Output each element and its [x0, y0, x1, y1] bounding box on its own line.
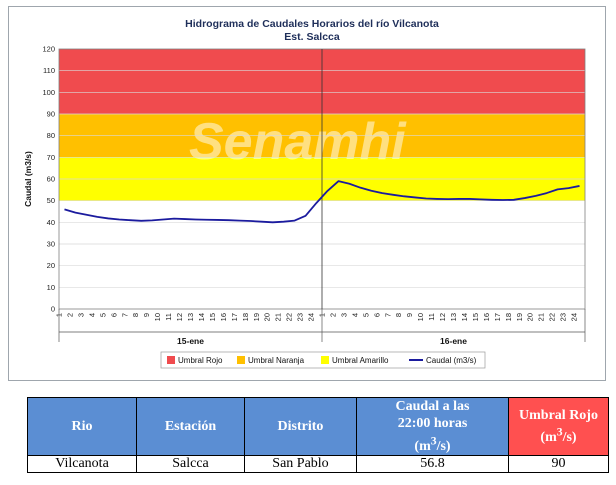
- x-tick-label-15-ene-9: 9: [142, 313, 151, 317]
- x-tick-label-16-ene-18: 18: [504, 313, 513, 321]
- x-tick-label-15-ene-12: 12: [175, 313, 184, 321]
- y-tick-label-50: 50: [47, 196, 55, 205]
- legend-swatch-umbral-amarillo: [321, 356, 329, 364]
- y-tick-label-110: 110: [43, 66, 55, 75]
- y-tick-label-60: 60: [47, 175, 55, 184]
- x-tick-label-15-ene-4: 4: [87, 313, 96, 317]
- x-tick-label-15-ene-11: 11: [164, 313, 173, 321]
- chart-title: Hidrograma de Caudales Horarios del río …: [185, 18, 439, 30]
- legend-swatch-umbral-rojo: [167, 356, 175, 364]
- y-tick-label-10: 10: [47, 283, 55, 292]
- y-axis-label: Caudal (m3/s): [23, 151, 33, 207]
- x-tick-label-16-ene-7: 7: [383, 313, 392, 317]
- x-tick-label-16-ene-12: 12: [438, 313, 447, 321]
- x-tick-label-16-ene-23: 23: [559, 313, 568, 321]
- y-tick-label-120: 120: [42, 45, 55, 54]
- table-header-row: Rio Estación Distrito Caudal a las 22:00 …: [27, 397, 609, 456]
- legend-swatch-umbral-naranja: [237, 356, 245, 364]
- x-axis-day-label-16-ene: 16-ene: [440, 336, 467, 346]
- x-tick-label-15-ene-5: 5: [98, 313, 107, 317]
- x-tick-label-15-ene-19: 19: [252, 313, 261, 321]
- x-tick-label-16-ene-22: 22: [548, 313, 557, 321]
- flow-summary-table: Rio Estación Distrito Caudal a las 22:00 …: [27, 397, 609, 473]
- x-tick-label-16-ene-10: 10: [416, 313, 425, 321]
- legend-label-umbral-naranja: Umbral Naranja: [248, 356, 305, 365]
- x-tick-label-15-ene-10: 10: [153, 313, 162, 321]
- header-caudal-label: Caudal a las 22:00 horas (m3/s): [395, 399, 470, 454]
- watermark-senamhi: Senamhi: [189, 113, 407, 171]
- x-tick-label-16-ene-21: 21: [537, 313, 546, 321]
- x-tick-label-15-ene-20: 20: [263, 313, 272, 321]
- x-tick-label-16-ene-8: 8: [394, 313, 403, 317]
- x-tick-label-16-ene-14: 14: [460, 313, 469, 321]
- header-caudal: Caudal a las 22:00 horas (m3/s): [356, 397, 509, 456]
- x-tick-label-16-ene-3: 3: [339, 313, 348, 317]
- x-tick-label-15-ene-2: 2: [65, 313, 74, 317]
- y-tick-label-80: 80: [47, 131, 55, 140]
- x-tick-label-15-ene-24: 24: [307, 313, 316, 321]
- chart-subtitle: Est. Salcca: [284, 31, 340, 43]
- cell-caudal: 56.8: [356, 454, 509, 473]
- y-tick-label-70: 70: [47, 153, 55, 162]
- x-tick-label-16-ene-9: 9: [405, 313, 414, 317]
- x-tick-label-15-ene-14: 14: [197, 313, 206, 321]
- chart-frame: Hidrograma de Caudales Horarios del río …: [8, 6, 606, 381]
- table-row: Vilcanota Salcca San Pablo 56.8 90: [27, 454, 609, 473]
- x-tick-label-16-ene-16: 16: [482, 313, 491, 321]
- y-tick-label-40: 40: [47, 218, 55, 227]
- y-tick-label-0: 0: [51, 305, 55, 314]
- legend-label-caudal-m3-s: Caudal (m3/s): [426, 356, 477, 365]
- y-tick-label-100: 100: [42, 88, 55, 97]
- cell-estacion: Salcca: [136, 454, 245, 473]
- x-tick-label-15-ene-3: 3: [76, 313, 85, 317]
- y-tick-label-90: 90: [47, 110, 55, 119]
- x-tick-label-16-ene-5: 5: [361, 313, 370, 317]
- x-tick-label-16-ene-2: 2: [328, 313, 337, 317]
- x-axis-day-label-15-ene: 15-ene: [177, 336, 204, 346]
- cell-umbral: 90: [508, 454, 609, 473]
- x-tick-label-15-ene-17: 17: [230, 313, 239, 321]
- header-distrito: Distrito: [244, 397, 357, 456]
- x-tick-label-15-ene-15: 15: [208, 313, 217, 321]
- x-tick-label-15-ene-7: 7: [120, 313, 129, 317]
- x-tick-label-16-ene-6: 6: [372, 313, 381, 317]
- x-tick-label-16-ene-15: 15: [471, 313, 480, 321]
- x-tick-label-16-ene-4: 4: [350, 313, 359, 317]
- y-tick-label-20: 20: [47, 261, 55, 270]
- x-tick-label-15-ene-22: 22: [285, 313, 294, 321]
- cell-rio: Vilcanota: [27, 454, 137, 473]
- x-tick-label-15-ene-16: 16: [219, 313, 228, 321]
- legend-label-umbral-amarillo: Umbral Amarillo: [332, 356, 389, 365]
- x-tick-label-15-ene-23: 23: [296, 313, 305, 321]
- header-umbral-rojo: Umbral Rojo (m3/s): [508, 397, 609, 456]
- x-tick-label-16-ene-11: 11: [427, 313, 436, 321]
- x-tick-label-15-ene-8: 8: [131, 313, 140, 317]
- cell-distrito: San Pablo: [244, 454, 357, 473]
- y-tick-label-30: 30: [47, 240, 55, 249]
- header-umbral-label: Umbral Rojo (m3/s): [519, 407, 598, 446]
- x-tick-label-15-ene-18: 18: [241, 313, 250, 321]
- x-tick-label-16-ene-20: 20: [526, 313, 535, 321]
- x-tick-label-16-ene-24: 24: [570, 313, 579, 321]
- x-tick-label-15-ene-6: 6: [109, 313, 118, 317]
- series-line-caudal: [64, 180, 580, 224]
- legend-label-umbral-rojo: Umbral Rojo: [178, 356, 223, 365]
- x-tick-label-15-ene-21: 21: [274, 313, 283, 321]
- x-tick-label-15-ene-13: 13: [186, 313, 195, 321]
- x-tick-label-16-ene-13: 13: [449, 313, 458, 321]
- hydrograph-chart: Hidrograma de Caudales Horarios del río …: [23, 18, 586, 369]
- x-tick-label-16-ene-17: 17: [493, 313, 502, 321]
- header-estacion: Estación: [136, 397, 245, 456]
- header-rio: Rio: [27, 397, 137, 456]
- x-tick-label-16-ene-19: 19: [515, 313, 524, 321]
